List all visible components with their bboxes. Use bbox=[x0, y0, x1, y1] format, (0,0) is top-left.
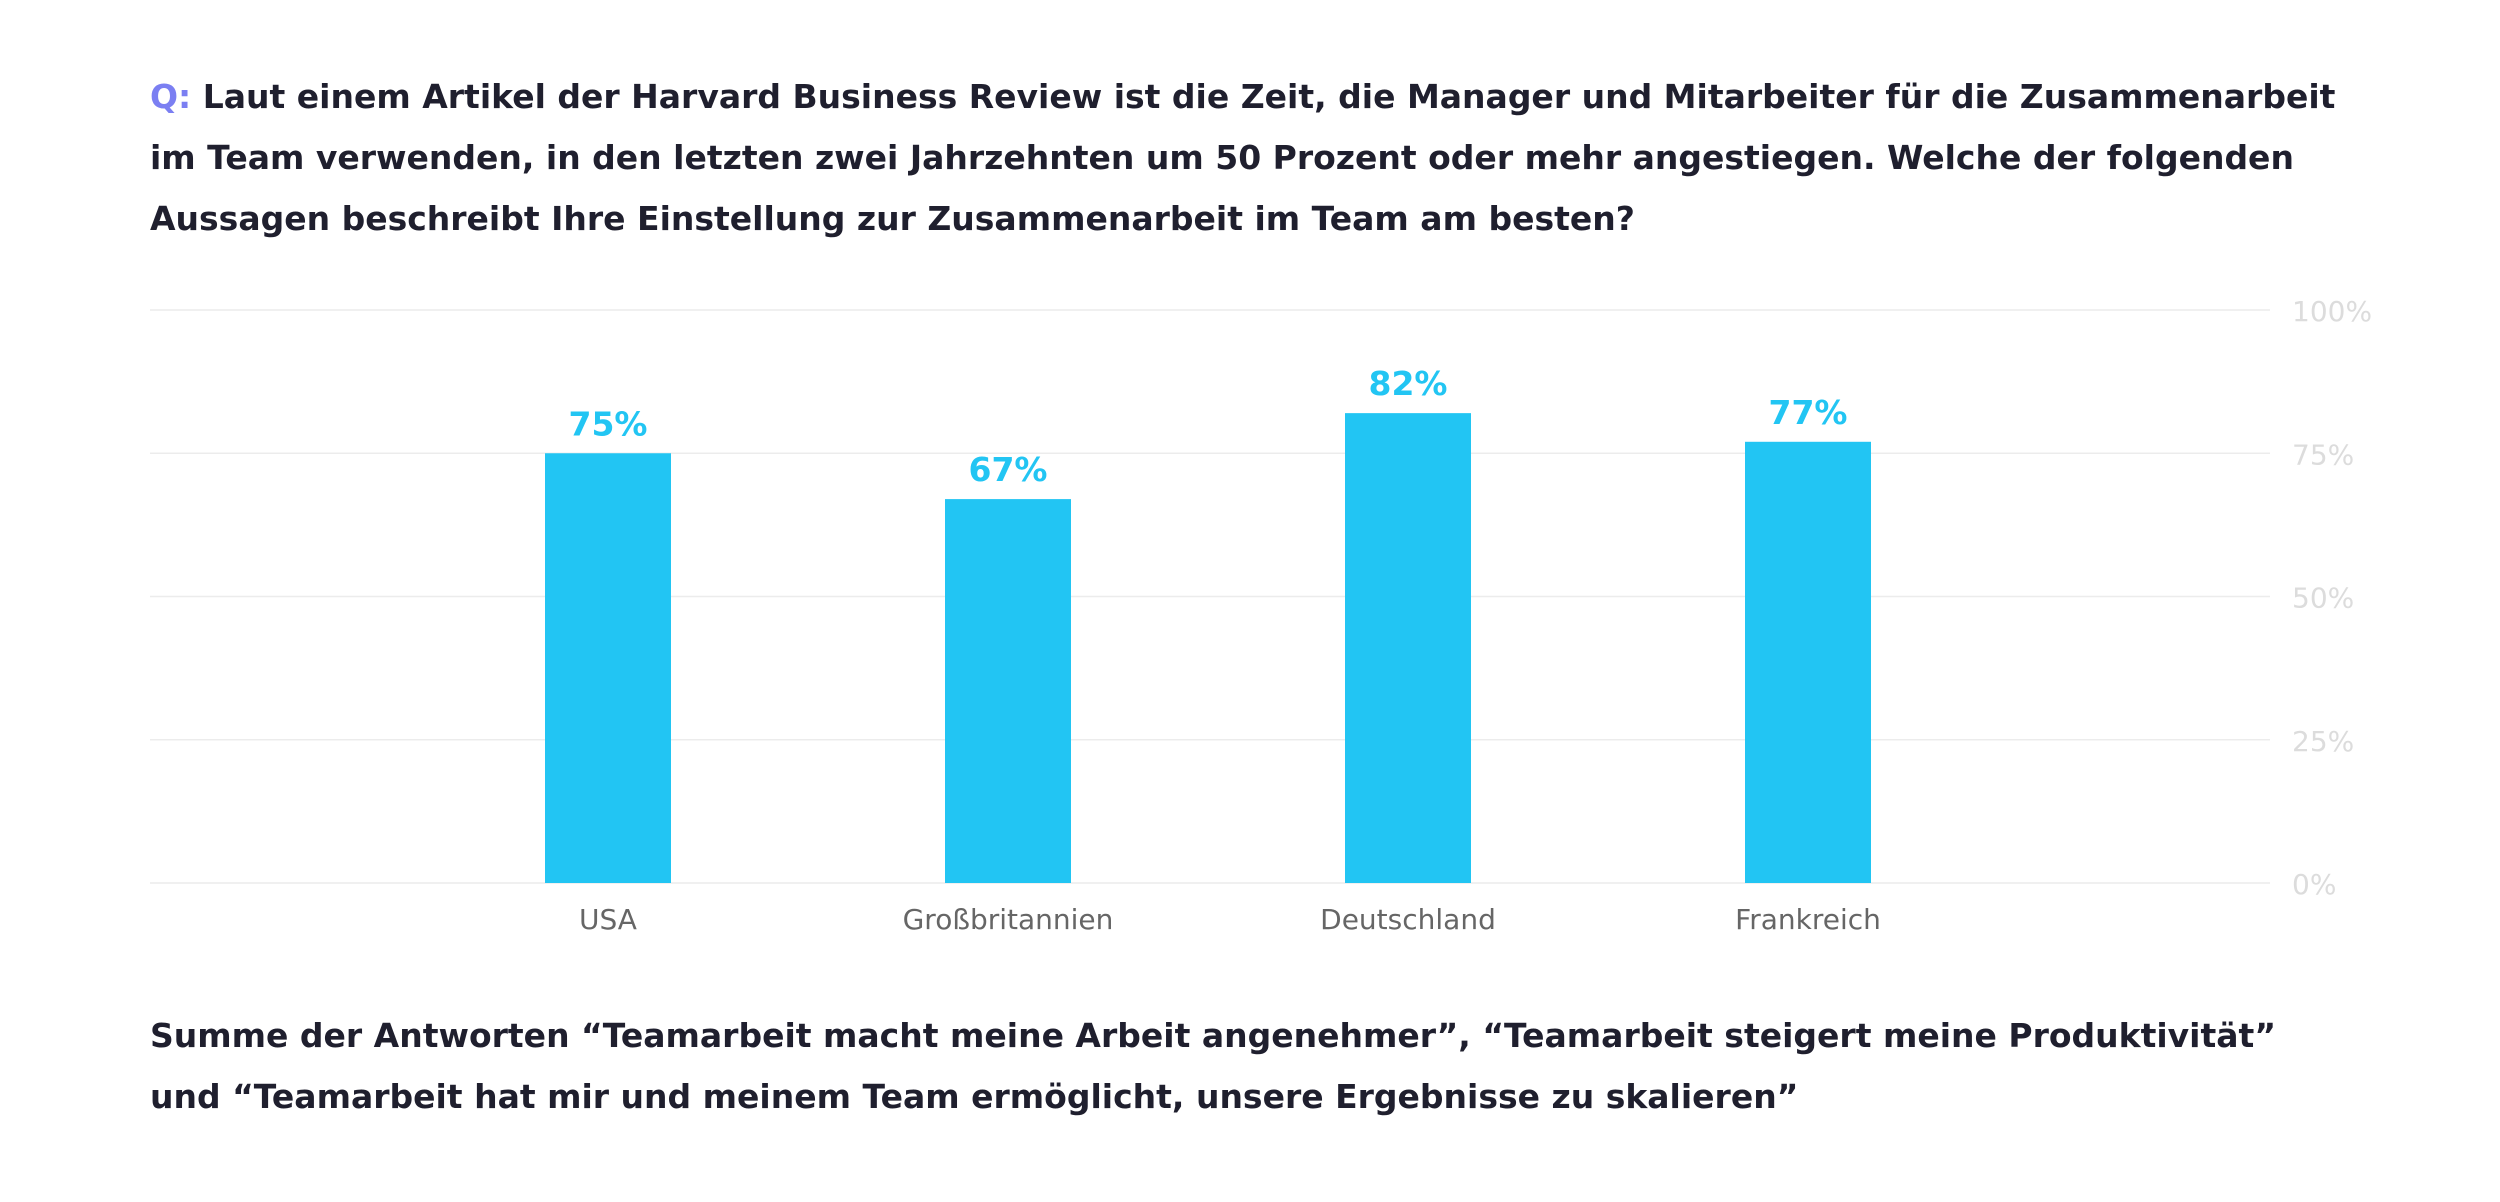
category-label: Großbritannien bbox=[903, 903, 1114, 936]
bar bbox=[545, 453, 671, 883]
bars bbox=[545, 413, 1871, 883]
y-tick-label: 100% bbox=[2292, 295, 2372, 328]
y-tick-label: 25% bbox=[2292, 725, 2354, 758]
y-tick-label: 75% bbox=[2292, 438, 2354, 471]
y-axis-tick-labels: 0% 25% 50% 75% 100% bbox=[2292, 295, 2372, 901]
footnote-text: Summe der Antworten “Teamarbeit macht me… bbox=[150, 1016, 2277, 1116]
bar bbox=[945, 499, 1071, 883]
category-label: Frankreich bbox=[1735, 903, 1881, 936]
y-tick-label: 0% bbox=[2292, 868, 2336, 901]
question-body: Laut einem Artikel der Harvard Business … bbox=[150, 77, 2336, 238]
question-text: Q: Laut einem Artikel der Harvard Busine… bbox=[150, 66, 2350, 249]
bar bbox=[1745, 441, 1871, 883]
category-label: Deutschland bbox=[1320, 903, 1496, 936]
category-labels: USA Großbritannien Deutschland Frankreich bbox=[579, 903, 1881, 936]
bar-chart: 0% 25% 50% 75% 100% 75% 67% 82% 77% USA Großbrit… bbox=[0, 290, 2500, 970]
value-labels: 75% 67% 82% 77% bbox=[569, 364, 1848, 489]
bar bbox=[1345, 413, 1471, 883]
category-label: USA bbox=[579, 903, 637, 936]
value-label: 67% bbox=[969, 450, 1048, 489]
value-label: 77% bbox=[1769, 393, 1848, 432]
value-label: 82% bbox=[1369, 364, 1448, 403]
bar-chart-svg: 0% 25% 50% 75% 100% 75% 67% 82% 77% USA Großbrit… bbox=[150, 295, 2372, 936]
value-label: 75% bbox=[569, 404, 648, 443]
grid-lines bbox=[150, 309, 2270, 884]
question-prefix: Q: bbox=[150, 77, 192, 116]
y-tick-label: 50% bbox=[2292, 582, 2354, 615]
